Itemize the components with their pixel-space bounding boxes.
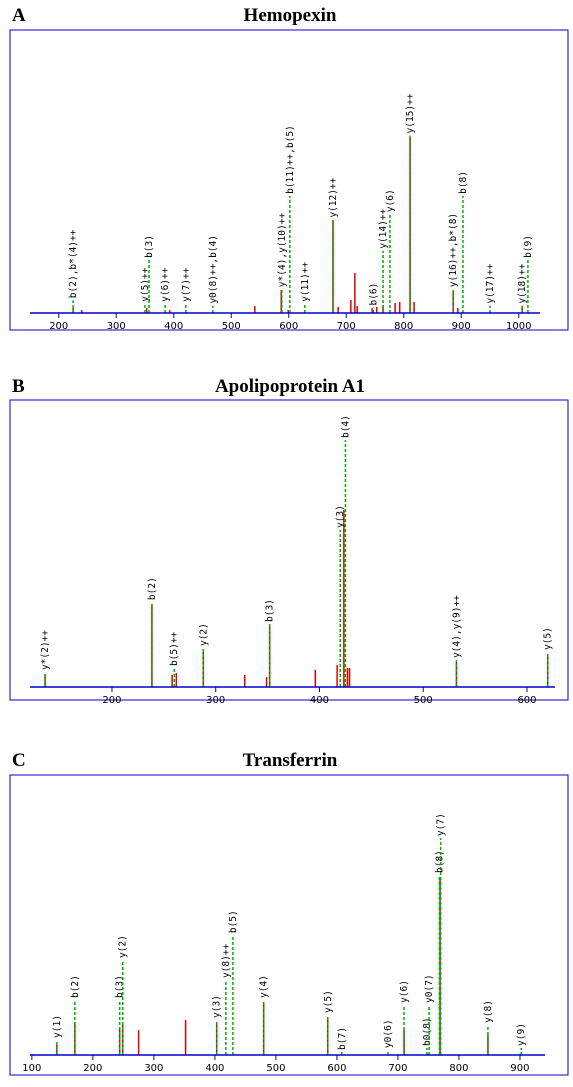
annotation-label: b(9) — [523, 235, 534, 258]
x-tick-label: 300 — [144, 1063, 163, 1074]
annotation-label: y(7) — [436, 813, 447, 836]
annotation-label: y(15)++ — [405, 93, 416, 133]
annotation-label: b(2) — [147, 577, 158, 600]
x-tick-label: 700 — [337, 321, 356, 332]
annotation-label: b(5)++ — [169, 631, 180, 666]
x-tick-label: 300 — [107, 321, 126, 332]
annotation-label: y(3) — [212, 995, 223, 1018]
x-tick-label: 500 — [414, 695, 433, 706]
annotation-label: y(7)++ — [181, 267, 192, 302]
annotation-label: y(8)++ — [221, 943, 232, 978]
x-tick-label: 1000 — [506, 321, 531, 332]
x-tick-label: 800 — [394, 321, 413, 332]
annotation-label: y(11)++ — [300, 262, 311, 302]
annotation-label: b(2),b*(4)++ — [68, 229, 79, 298]
annotation-label: y0(8)++,b(4) — [208, 235, 219, 304]
annotation-label: y(1) — [52, 1015, 63, 1038]
annotation-label: y(5) — [543, 627, 554, 650]
x-tick-label: 600 — [279, 321, 298, 332]
annotation-label: b(8) — [434, 850, 445, 873]
annotation-label: y(2) — [198, 623, 209, 646]
annotation-label: y(3) — [335, 505, 346, 528]
x-tick-label: 900 — [510, 1063, 529, 1074]
x-tick-label: 200 — [102, 695, 121, 706]
annotation-label: b(11)++,b(5) — [285, 125, 296, 194]
annotation-label: b(3) — [265, 599, 276, 622]
x-tick-label: 900 — [452, 321, 471, 332]
annotation-label: b(2) — [70, 975, 81, 998]
annotation-label: y(6)++ — [160, 267, 171, 302]
annotation-label: b(3) — [115, 975, 126, 998]
x-tick-label: 400 — [310, 695, 329, 706]
x-tick-label: 600 — [517, 695, 536, 706]
annotation-label: y0(7) — [424, 974, 435, 1003]
plot-frame — [9, 774, 569, 1076]
x-tick-label: 200 — [49, 321, 68, 332]
panel-title: Hemopexin — [244, 5, 337, 26]
annotation-label: y(4),y(9)++ — [451, 595, 462, 658]
annotation-label: y(8) — [483, 1000, 494, 1023]
annotation-label: y(5) — [323, 990, 334, 1013]
annotation-label: b0(8) — [422, 1017, 433, 1046]
x-tick-label: 500 — [266, 1063, 285, 1074]
annotation-label: y(17)++ — [485, 263, 496, 303]
annotation-label: y(18)++ — [517, 263, 528, 303]
x-tick-label: 600 — [327, 1063, 346, 1074]
x-tick-label: 500 — [222, 321, 241, 332]
annotation-label: y(5)++ — [140, 267, 151, 302]
x-tick-label: 200 — [83, 1063, 102, 1074]
annotation-label: b(3) — [144, 235, 155, 258]
panel-title: Apolipoprotein A1 — [215, 376, 365, 397]
annotation-label: y(9) — [516, 1023, 527, 1046]
annotation-label: y(14)++ — [378, 208, 389, 248]
annotation-label: y*(4),y(10)++ — [277, 213, 288, 288]
annotation-label: y(4) — [259, 975, 270, 998]
annotation-label: y(16)++,b*(8) — [448, 213, 459, 287]
annotation-label: y0(6) — [383, 1019, 394, 1048]
annotation-label: y(6) — [399, 980, 410, 1003]
annotation-label: b(6) — [368, 283, 379, 306]
annotation-label: b(8) — [458, 171, 469, 194]
panel-letter: B — [12, 376, 25, 397]
annotation-label: b(5) — [228, 910, 239, 933]
x-tick-label: 300 — [206, 695, 225, 706]
plot-frame — [9, 29, 569, 331]
x-tick-label: 800 — [449, 1063, 468, 1074]
plot-frame — [9, 399, 569, 701]
annotation-label: b(7) — [337, 1027, 348, 1050]
annotation-label: y(12)++ — [328, 177, 339, 217]
x-tick-label: 400 — [164, 321, 183, 332]
annotation-label: y*(2)++ — [40, 630, 51, 670]
panel-letter: A — [12, 5, 26, 26]
panel-letter: C — [12, 750, 26, 771]
annotation-label: b(4) — [340, 415, 351, 438]
panel-title: Transferrin — [243, 750, 338, 771]
annotation-label: y(6) — [385, 189, 396, 212]
x-tick-label: 400 — [205, 1063, 224, 1074]
annotation-label: y(2) — [118, 935, 129, 958]
x-tick-label: 700 — [388, 1063, 407, 1074]
x-tick-label: 100 — [22, 1063, 41, 1074]
